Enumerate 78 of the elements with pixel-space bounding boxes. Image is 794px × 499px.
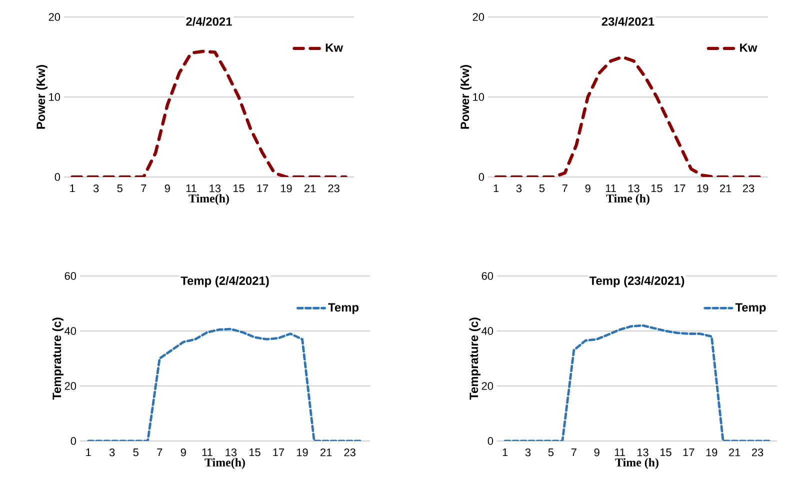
x-tick-label: 13	[210, 184, 221, 192]
x-tick-label: 19	[697, 184, 708, 192]
x-tick-label: 15	[233, 184, 244, 192]
x-tick-label: 9	[180, 448, 186, 456]
x-tick-label: 23	[328, 184, 340, 192]
x-tick-label: 9	[594, 448, 600, 456]
x-tick-label: 7	[571, 448, 576, 456]
x-tick-label: 5	[117, 184, 122, 192]
y-tick-label: 60	[482, 272, 494, 280]
y-axis-title: Temprature (c)	[52, 318, 64, 400]
chart-title: 2/4/2021	[186, 17, 232, 26]
x-tick-label: 21	[720, 184, 732, 192]
x-tick-label: 3	[109, 448, 115, 456]
x-tick-label: 13	[637, 448, 648, 456]
y-tick-label: 10	[49, 93, 60, 101]
x-tick-label: 1	[86, 448, 91, 456]
chart-title: Temp (23/4/2021)	[589, 276, 684, 288]
x-tick-label: 15	[651, 184, 662, 192]
y-tick-label: 20	[64, 382, 76, 390]
x-tick-label: 15	[249, 448, 260, 456]
x-tick-label: 23	[752, 448, 764, 456]
x-tick-label: 11	[614, 448, 625, 456]
x-tick-label: 7	[141, 184, 146, 192]
x-tick-label: 13	[628, 184, 640, 192]
x-tick-label: 21	[320, 448, 332, 456]
x-tick-label: 23	[344, 448, 356, 456]
x-tick-label: 17	[273, 448, 284, 456]
x-axis-title: Time (h)	[615, 458, 658, 469]
x-tick-label: 17	[257, 184, 268, 192]
x-tick-label: 11	[186, 184, 196, 192]
y-tick-label: 0	[70, 437, 76, 445]
x-tick-label: 11	[202, 448, 212, 456]
x-tick-label: 3	[516, 184, 522, 192]
y-tick-label: 0	[54, 173, 60, 181]
x-tick-label: 21	[729, 448, 740, 456]
x-tick-label: 5	[548, 448, 554, 456]
x-tick-label: 17	[674, 184, 686, 192]
x-axis-title: Time(h)	[204, 458, 245, 469]
y-tick-label: 10	[473, 93, 484, 101]
x-tick-label: 15	[660, 448, 672, 456]
y-tick-label: 60	[64, 272, 76, 280]
x-tick-label: 1	[494, 184, 499, 192]
x-tick-label: 5	[133, 448, 138, 456]
x-tick-label: 1	[70, 184, 75, 192]
x-tick-label: 19	[706, 448, 718, 456]
x-tick-label: 1	[502, 448, 508, 456]
x-tick-label: 7	[157, 448, 162, 456]
y-tick-label: 20	[48, 13, 60, 21]
y-axis-title: Power (Kw)	[460, 65, 472, 129]
y-axis-title: Power (Kw)	[36, 65, 48, 129]
x-tick-label: 23	[742, 184, 754, 192]
y-tick-label: 0	[488, 437, 494, 445]
y-tick-label: 0	[478, 173, 484, 181]
y-tick-label: 40	[64, 327, 76, 335]
x-tick-label: 17	[683, 448, 694, 456]
x-tick-label: 5	[539, 184, 545, 192]
y-tick-label: 20	[472, 13, 484, 21]
x-tick-label: 9	[164, 184, 170, 192]
legend-label: Kw	[326, 44, 344, 52]
legend-label: Temp	[735, 303, 766, 314]
legend-label: Temp	[328, 303, 359, 314]
x-tick-label: 13	[226, 448, 237, 456]
x-tick-label: 9	[585, 184, 590, 192]
x-axis-title: Time(h)	[188, 194, 229, 205]
x-tick-label: 3	[525, 448, 531, 456]
x-tick-label: 3	[93, 184, 99, 192]
chart-title: 23/4/2021	[602, 17, 654, 26]
x-tick-label: 11	[606, 184, 616, 192]
x-tick-label: 19	[280, 184, 292, 192]
y-axis-title: Temprature (c)	[469, 318, 480, 400]
y-tick-label: 40	[482, 327, 494, 335]
x-tick-label: 21	[304, 184, 316, 192]
legend-label: Kw	[740, 44, 758, 52]
x-axis-title: Time (h)	[606, 194, 650, 205]
chart-title: Temp (2/4/2021)	[180, 276, 269, 288]
x-tick-label: 7	[562, 184, 568, 192]
y-tick-label: 20	[482, 382, 494, 390]
x-tick-label: 19	[296, 448, 308, 456]
